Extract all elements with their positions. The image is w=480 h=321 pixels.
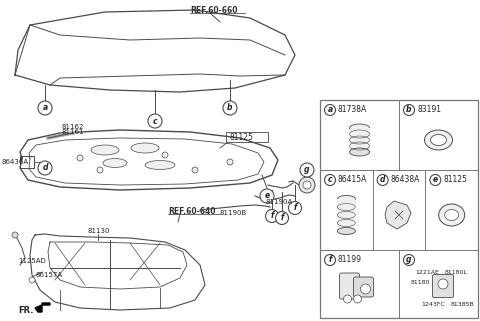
Text: 81190A: 81190A: [265, 199, 292, 205]
Text: REF.60-640: REF.60-640: [168, 207, 216, 216]
FancyBboxPatch shape: [353, 277, 373, 297]
Text: 81190B: 81190B: [220, 210, 247, 216]
Circle shape: [77, 155, 83, 161]
Bar: [226, 132, 268, 142]
Circle shape: [353, 295, 361, 303]
Circle shape: [276, 212, 288, 224]
Text: f: f: [293, 204, 297, 213]
Circle shape: [12, 232, 18, 238]
Circle shape: [404, 255, 415, 265]
Text: 81180: 81180: [411, 280, 431, 285]
Text: 81125: 81125: [444, 176, 467, 185]
Text: FR.: FR.: [18, 306, 34, 315]
Circle shape: [377, 175, 388, 186]
FancyBboxPatch shape: [339, 273, 360, 299]
Circle shape: [430, 175, 441, 186]
Text: d: d: [380, 176, 385, 185]
Text: 86436A: 86436A: [2, 159, 29, 165]
Circle shape: [148, 114, 162, 128]
Text: a: a: [327, 106, 333, 115]
Circle shape: [324, 255, 336, 265]
Circle shape: [223, 101, 237, 115]
Ellipse shape: [337, 228, 355, 235]
Ellipse shape: [439, 204, 465, 226]
Text: g: g: [304, 166, 310, 175]
Text: 1243FC: 1243FC: [421, 302, 445, 307]
Circle shape: [192, 167, 198, 173]
Circle shape: [260, 189, 274, 203]
Text: 81130: 81130: [88, 228, 110, 234]
Circle shape: [438, 279, 448, 289]
Text: 81162: 81162: [62, 124, 84, 130]
Bar: [349, 128, 370, 152]
Text: 81125: 81125: [230, 133, 254, 142]
Text: d: d: [42, 163, 48, 172]
Circle shape: [300, 163, 314, 177]
Circle shape: [227, 159, 233, 165]
Bar: [320, 100, 478, 318]
Ellipse shape: [337, 195, 355, 203]
Text: f: f: [270, 212, 274, 221]
Text: REF.60-660: REF.60-660: [190, 6, 238, 15]
Text: 1125AD: 1125AD: [18, 258, 46, 264]
Ellipse shape: [349, 148, 370, 156]
Text: f: f: [328, 256, 332, 265]
Text: c: c: [328, 176, 332, 185]
Text: 81161: 81161: [62, 129, 84, 135]
Circle shape: [344, 295, 351, 303]
Text: 81199: 81199: [338, 256, 362, 265]
Bar: [337, 199, 355, 231]
Text: b: b: [406, 106, 412, 115]
Circle shape: [324, 175, 336, 186]
Text: a: a: [42, 103, 48, 112]
Circle shape: [360, 284, 371, 294]
Ellipse shape: [145, 160, 175, 169]
Text: e: e: [264, 192, 270, 201]
Text: 83191: 83191: [417, 106, 441, 115]
Text: f: f: [280, 213, 284, 222]
Text: g: g: [406, 256, 412, 265]
Polygon shape: [385, 201, 411, 229]
Text: 86157A: 86157A: [35, 272, 62, 278]
Circle shape: [303, 181, 311, 189]
Ellipse shape: [431, 134, 446, 145]
Bar: [20, 156, 34, 168]
Circle shape: [404, 105, 415, 116]
Text: 81180L: 81180L: [445, 270, 468, 275]
Text: e: e: [433, 176, 438, 185]
Circle shape: [97, 167, 103, 173]
Circle shape: [288, 202, 301, 214]
Text: 86415A: 86415A: [338, 176, 367, 185]
Text: b: b: [227, 103, 233, 112]
Text: c: c: [153, 117, 157, 126]
Circle shape: [265, 210, 278, 222]
Text: 1221AE: 1221AE: [415, 270, 439, 275]
FancyBboxPatch shape: [432, 274, 454, 298]
Circle shape: [324, 105, 336, 116]
Ellipse shape: [103, 159, 127, 168]
Circle shape: [38, 161, 52, 175]
Ellipse shape: [424, 130, 453, 150]
Circle shape: [299, 177, 315, 193]
Ellipse shape: [444, 210, 459, 221]
Polygon shape: [35, 303, 50, 312]
Ellipse shape: [131, 143, 159, 153]
Text: 81738A: 81738A: [338, 106, 367, 115]
Circle shape: [38, 101, 52, 115]
Circle shape: [162, 152, 168, 158]
Text: 86438A: 86438A: [391, 176, 420, 185]
Ellipse shape: [91, 145, 119, 155]
Circle shape: [29, 277, 35, 283]
Text: 81385B: 81385B: [451, 302, 475, 307]
Ellipse shape: [349, 124, 370, 132]
